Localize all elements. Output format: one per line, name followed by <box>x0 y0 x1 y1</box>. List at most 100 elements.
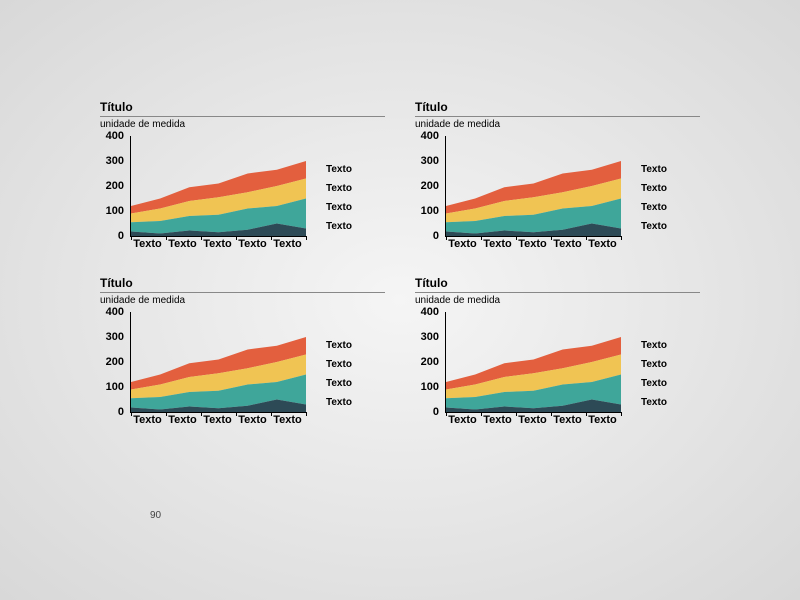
y-tick-label: 100 <box>106 381 124 393</box>
y-tick-label: 100 <box>106 205 124 217</box>
legend-item: Texto <box>326 164 352 175</box>
y-tick-label: 300 <box>106 331 124 343</box>
x-tick-label: Texto <box>235 414 270 426</box>
plot-area <box>130 136 306 237</box>
x-tick-label: Texto <box>480 414 515 426</box>
legend-item: Texto <box>326 397 352 408</box>
y-tick-label: 0 <box>118 230 124 242</box>
legend: Texto Texto Texto Texto <box>641 164 667 232</box>
x-tick-label: Texto <box>235 238 270 250</box>
legend-item: Texto <box>326 221 352 232</box>
y-tick-label: 0 <box>433 230 439 242</box>
x-tick-label: Texto <box>445 414 480 426</box>
chart-subtitle: unidade de medida <box>415 295 700 306</box>
legend-item: Texto <box>641 397 667 408</box>
area-svg <box>446 136 621 236</box>
y-tick-label: 100 <box>421 205 439 217</box>
chart-body: 4003002001000TextoTextoTextoTextoTextoTe… <box>100 136 385 256</box>
chart-panel: Título unidade de medida400 300 200 100 0 Text… <box>100 276 385 432</box>
legend: Texto Texto Texto Texto <box>326 164 352 232</box>
x-tick-label: Texto <box>200 414 235 426</box>
x-tick-label: Texto <box>480 238 515 250</box>
y-axis: 4003002001000 <box>415 136 443 236</box>
legend-item: Texto <box>641 340 667 351</box>
chart-divider <box>100 292 385 293</box>
x-tick-label: Texto <box>515 238 550 250</box>
x-tick-label: Texto <box>130 238 165 250</box>
area-svg <box>131 136 306 236</box>
x-tick-label: Texto <box>130 414 165 426</box>
chart-panel: Título unidade de medida400 300 200 100 0 Text… <box>415 100 700 256</box>
chart-title: Título <box>415 100 700 114</box>
chart-area: 4003002001000TextoTextoTextoTextoTexto <box>100 136 320 256</box>
legend-item: Texto <box>326 183 352 194</box>
legend-item: Texto <box>641 221 667 232</box>
y-tick-label: 300 <box>421 331 439 343</box>
area-svg <box>446 312 621 412</box>
legend-item: Texto <box>641 183 667 194</box>
legend-item: Texto <box>641 359 667 370</box>
chart-title: Título <box>100 100 385 114</box>
x-tick-label: Texto <box>270 414 305 426</box>
legend-item: Texto <box>641 378 667 389</box>
x-tick-label: Texto <box>270 238 305 250</box>
legend-item: Texto <box>326 359 352 370</box>
y-tick-label: 400 <box>421 306 439 318</box>
page-number: 90 <box>150 510 161 521</box>
x-tick-label: Texto <box>515 414 550 426</box>
y-tick-label: 300 <box>421 155 439 167</box>
x-tick-label: Texto <box>550 414 585 426</box>
y-tick-label: 400 <box>106 130 124 142</box>
x-axis: TextoTextoTextoTextoTexto <box>445 414 620 426</box>
y-tick-label: 200 <box>421 356 439 368</box>
plot-area <box>445 312 621 413</box>
chart-body: 4003002001000TextoTextoTextoTextoTextoTe… <box>415 312 700 432</box>
legend-item: Texto <box>326 340 352 351</box>
chart-subtitle: unidade de medida <box>415 119 700 130</box>
x-tick-mark <box>306 412 307 416</box>
y-tick-label: 0 <box>433 406 439 418</box>
legend: Texto Texto Texto Texto <box>641 340 667 408</box>
x-tick-mark <box>621 412 622 416</box>
chart-grid: Títulounidade de medida4003002001000Text… <box>100 100 700 432</box>
legend-item: Texto <box>641 164 667 175</box>
y-tick-label: 400 <box>421 130 439 142</box>
legend-item: Texto <box>326 378 352 389</box>
chart-subtitle: unidade de medida <box>100 119 385 130</box>
chart-subtitle: unidade de medida <box>100 295 385 306</box>
legend-item: Texto <box>326 202 352 213</box>
chart-panel: Títulounidade de medida4003002001000Text… <box>415 276 700 432</box>
x-tick-label: Texto <box>585 414 620 426</box>
y-tick-label: 400 <box>106 306 124 318</box>
x-tick-label: Texto <box>550 238 585 250</box>
chart-divider <box>100 116 385 117</box>
chart-title: Título <box>100 276 385 290</box>
area-svg <box>131 312 306 412</box>
x-tick-mark <box>621 236 622 240</box>
chart-area: 4003002001000TextoTextoTextoTextoTexto <box>415 312 635 432</box>
y-tick-label: 300 <box>106 155 124 167</box>
x-tick-label: Texto <box>585 238 620 250</box>
legend: Texto Texto Texto Texto <box>326 340 352 408</box>
chart-area: 4003002001000TextoTextoTextoTextoTexto <box>100 312 320 432</box>
chart-area: 4003002001000TextoTextoTextoTextoTexto <box>415 136 635 256</box>
chart-title: Título <box>415 276 700 290</box>
chart-body: 4003002001000TextoTextoTextoTextoTextoTe… <box>100 312 385 432</box>
x-axis: TextoTextoTextoTextoTexto <box>130 414 305 426</box>
y-axis: 4003002001000 <box>415 312 443 412</box>
chart-body: 4003002001000TextoTextoTextoTextoTextoTe… <box>415 136 700 256</box>
y-axis: 4003002001000 <box>100 136 128 236</box>
chart-divider <box>415 292 700 293</box>
chart-panel: Título unidade de medida400 300 200 100 0 Text… <box>100 100 385 256</box>
x-tick-mark <box>306 236 307 240</box>
y-tick-label: 200 <box>106 180 124 192</box>
y-tick-label: 200 <box>421 180 439 192</box>
plot-area <box>130 312 306 413</box>
legend-item: Texto <box>641 202 667 213</box>
x-tick-label: Texto <box>445 238 480 250</box>
x-axis: TextoTextoTextoTextoTexto <box>445 238 620 250</box>
y-tick-label: 0 <box>118 406 124 418</box>
plot-area <box>445 136 621 237</box>
x-tick-label: Texto <box>165 414 200 426</box>
y-tick-label: 200 <box>106 356 124 368</box>
